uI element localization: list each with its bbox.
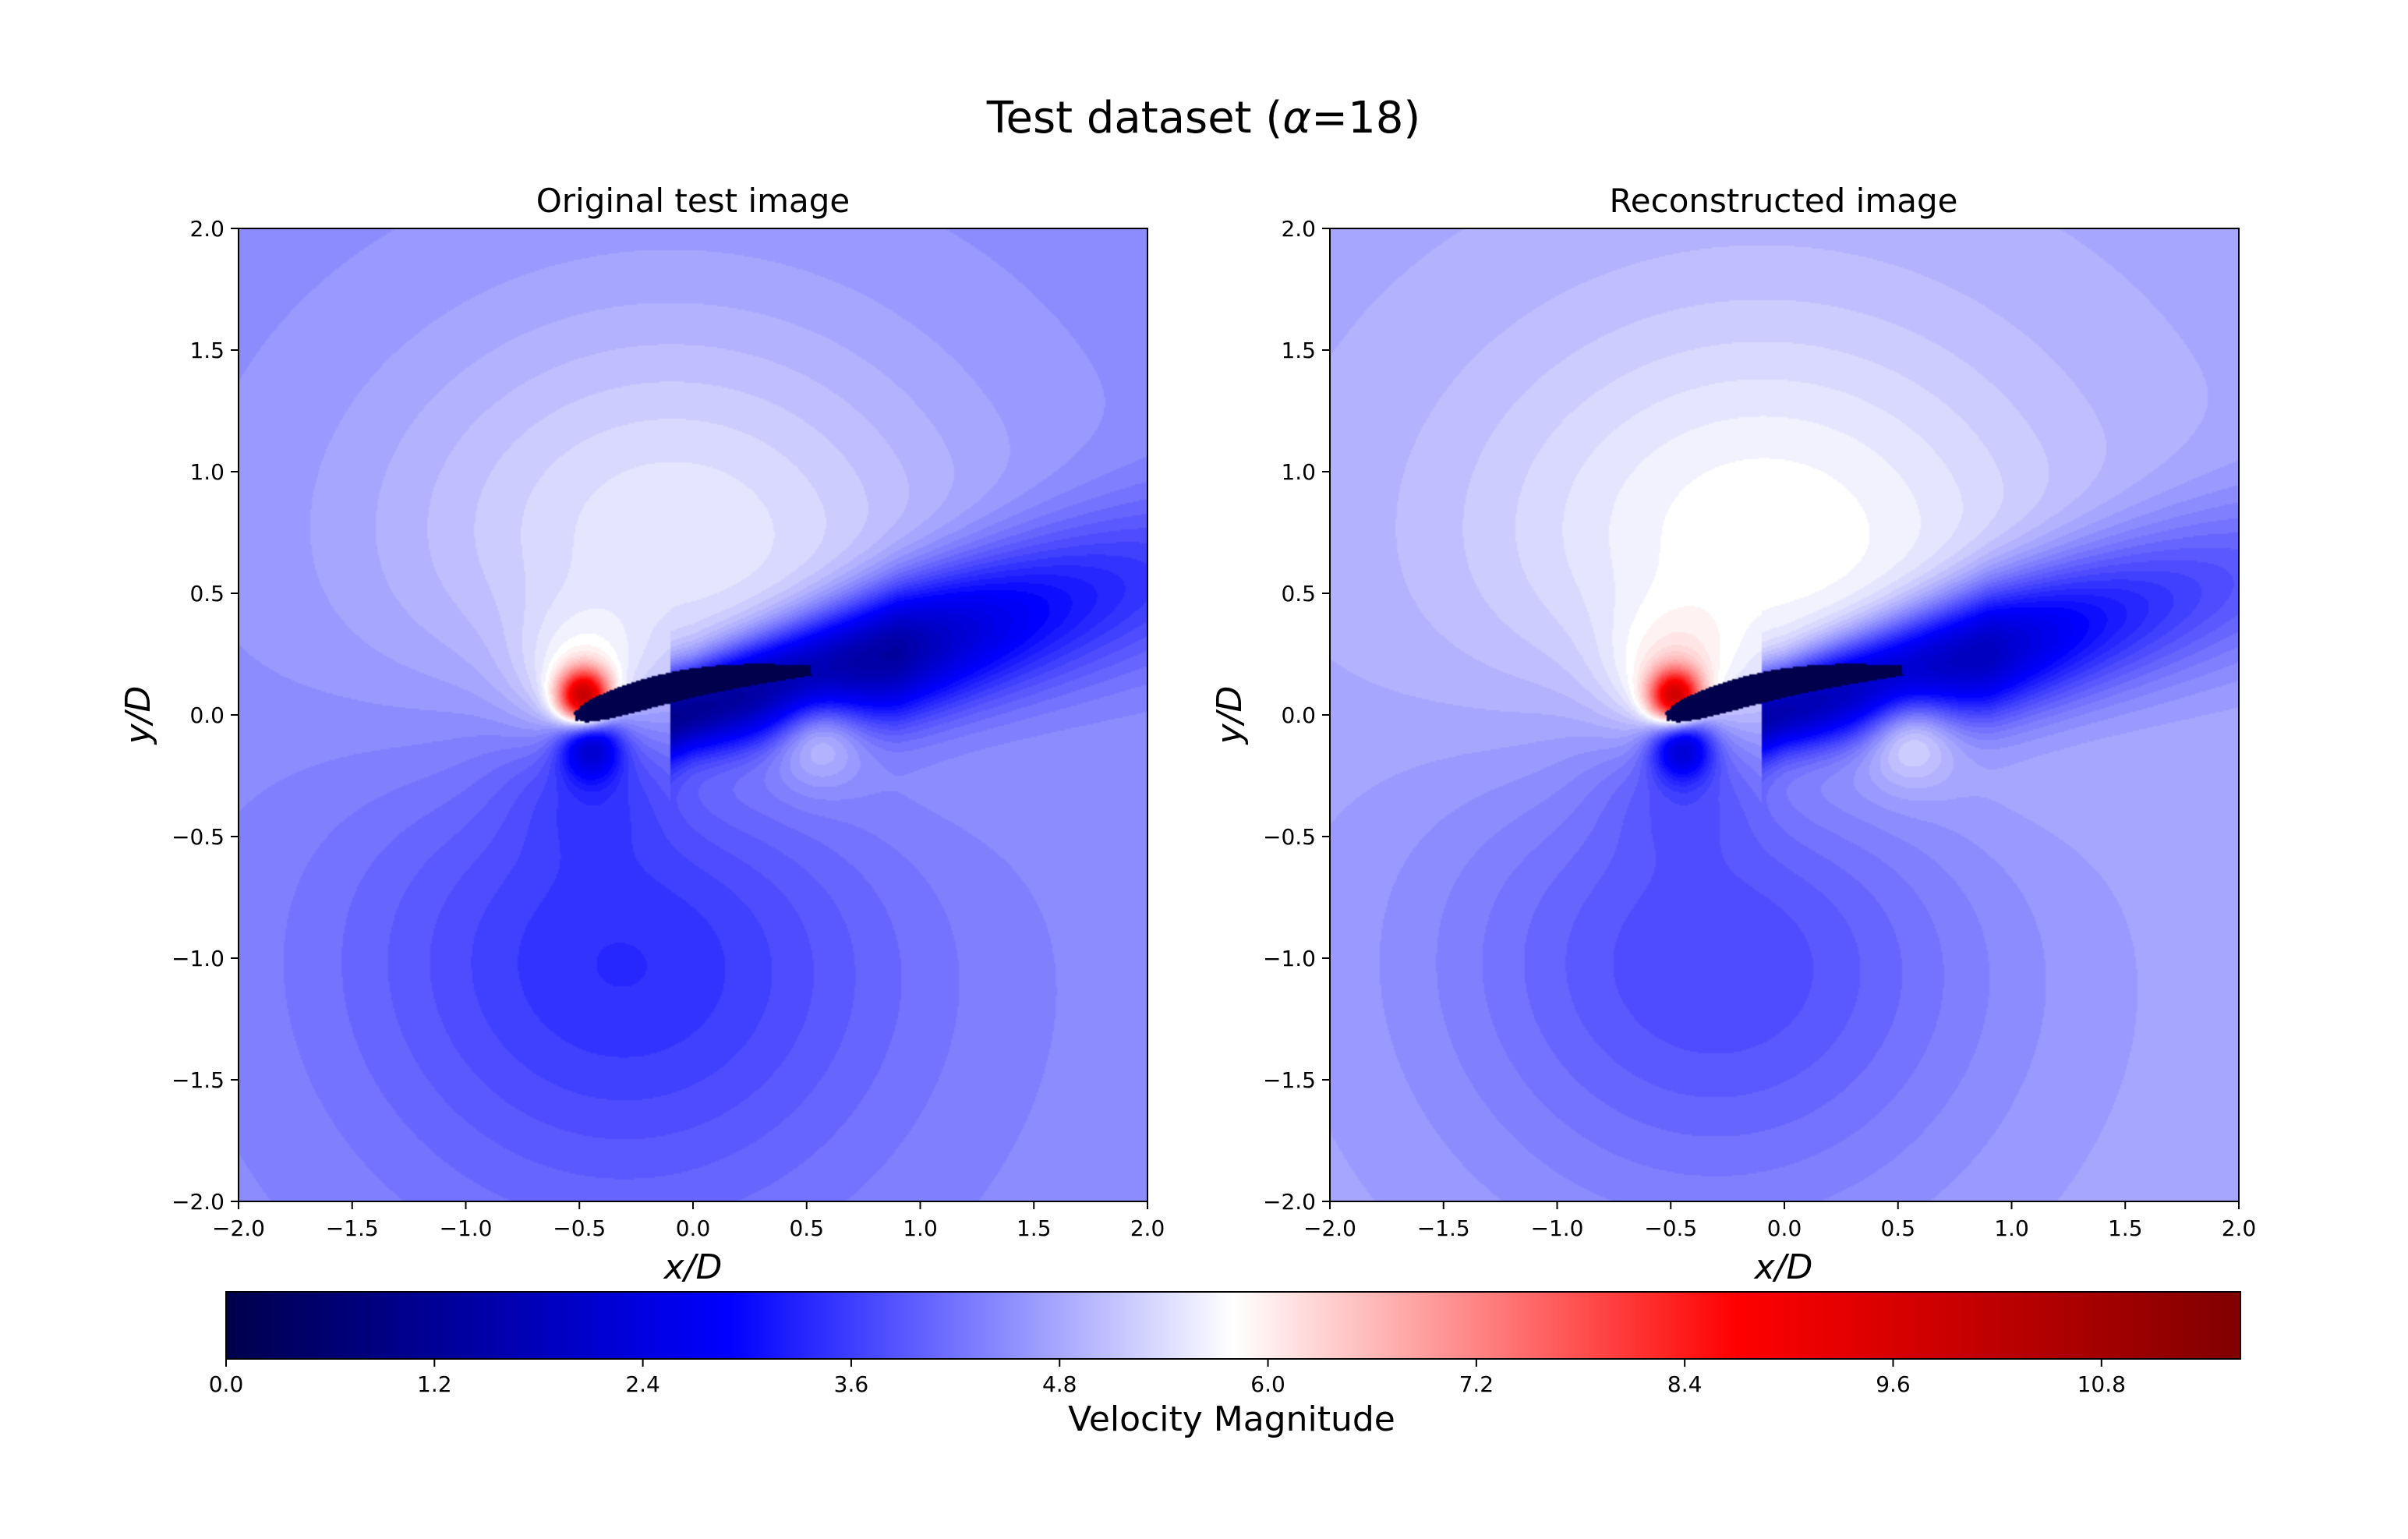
figure-title: Test dataset (α=18) [986, 93, 1420, 143]
heatmap-reconstructed [1330, 228, 2239, 1201]
colorbar-tick-label: 9.6 [1876, 1371, 1911, 1397]
colorbar-ticks: 0.0 1.2 2.4 3.6 4.8 6.0 7.2 8.4 9.6 10.8 [209, 1359, 2126, 1397]
x-tick-label: 0.5 [789, 1215, 824, 1241]
x-tick-label: 1.0 [1994, 1215, 2029, 1241]
panel-original-axes: −2.0 −1.5 −1.0 −0.5 0.0 0.5 1.0 1.5 2.0 −2.0 −1.5 −… [171, 216, 1165, 1241]
x-tick-label: −2.0 [1303, 1215, 1356, 1241]
y-tick-label: 2.0 [1281, 216, 1316, 242]
panel-reconstructed-ylabel: y/D [1210, 686, 1250, 746]
colorbar: 0.0 1.2 2.4 3.6 4.8 6.0 7.2 8.4 9.6 10.8 Velocity… [209, 1291, 2241, 1439]
x-tick-label: 2.0 [1130, 1215, 1165, 1241]
panel-reconstructed: Reconstructed image −2.0 −1.5 −1.0 −0.5 0.0 0… [1210, 182, 2256, 1287]
colorbar-tick-label: 0.0 [209, 1371, 244, 1397]
y-tick-label: 1.5 [1281, 338, 1316, 363]
x-tick-label: −0.5 [1644, 1215, 1697, 1241]
y-tick-label: 0.0 [189, 702, 225, 728]
x-tick-label: 1.5 [1017, 1215, 1052, 1241]
y-tick-label: −1.5 [1263, 1067, 1316, 1093]
figure-title-suffix: =18) [1311, 93, 1420, 143]
figure-title-symbol: α [1282, 93, 1311, 143]
y-tick-label: −1.5 [171, 1067, 225, 1093]
panel-original-title: Original test image [536, 182, 850, 220]
x-tick-label: −1.5 [1417, 1215, 1470, 1241]
colorbar-gradient [225, 1291, 2241, 1360]
y-tick-label: 0.5 [189, 581, 225, 607]
colorbar-tick-label: 8.4 [1667, 1371, 1703, 1397]
panel-reconstructed-title: Reconstructed image [1609, 182, 1957, 220]
x-tick-label: 0.5 [1880, 1215, 1915, 1241]
y-tick-label: −1.0 [171, 946, 225, 971]
panel-reconstructed-axes: −2.0 −1.5 −1.0 −0.5 0.0 0.5 1.0 1.5 2.0 −2.0 −1.5 −… [1263, 216, 2256, 1241]
x-tick-label: −0.5 [553, 1215, 606, 1241]
y-tick-label: 1.0 [189, 459, 225, 485]
colorbar-tick-label: 2.4 [625, 1371, 660, 1397]
y-tick-label: 0.0 [1281, 702, 1316, 728]
panel-original-xlabel: x/D [663, 1247, 723, 1287]
y-tick-label: 0.5 [1281, 581, 1316, 607]
x-tick-label: 1.5 [2108, 1215, 2143, 1241]
y-tick-label: −2.0 [1263, 1189, 1316, 1215]
x-tick-label: −1.0 [440, 1215, 493, 1241]
colorbar-tick-label: 3.6 [834, 1371, 869, 1397]
panel-reconstructed-xlabel: x/D [1753, 1247, 1813, 1287]
y-tick-label: −1.0 [1263, 946, 1316, 971]
panel-original-ylabel: y/D [118, 686, 158, 746]
y-tick-label: 1.5 [189, 338, 225, 363]
colorbar-tick-label: 1.2 [417, 1371, 452, 1397]
x-tick-label: 2.0 [2222, 1215, 2257, 1241]
y-tick-label: −2.0 [171, 1189, 225, 1215]
panel-original: Original test image −2.0 −1.5 −1.0 −0.5 0.0 0… [118, 182, 1165, 1287]
x-tick-label: 0.0 [676, 1215, 711, 1241]
x-tick-label: 0.0 [1767, 1215, 1802, 1241]
y-tick-label: −0.5 [1263, 824, 1316, 850]
x-tick-label: −1.0 [1531, 1215, 1584, 1241]
x-tick-label: 1.0 [903, 1215, 938, 1241]
colorbar-label: Velocity Magnitude [1068, 1399, 1395, 1439]
x-tick-label: −1.5 [326, 1215, 379, 1241]
colorbar-tick-label: 6.0 [1250, 1371, 1285, 1397]
colorbar-tick-label: 10.8 [2077, 1371, 2126, 1397]
colorbar-tick-label: 7.2 [1459, 1371, 1494, 1397]
y-tick-label: 2.0 [189, 216, 225, 242]
figure-title-prefix: Test dataset ( [986, 93, 1282, 143]
y-tick-label: −0.5 [171, 824, 225, 850]
y-tick-label: 1.0 [1281, 459, 1316, 485]
colorbar-tick-label: 4.8 [1042, 1371, 1077, 1397]
x-tick-label: −2.0 [212, 1215, 265, 1241]
heatmap-original [239, 228, 1147, 1201]
